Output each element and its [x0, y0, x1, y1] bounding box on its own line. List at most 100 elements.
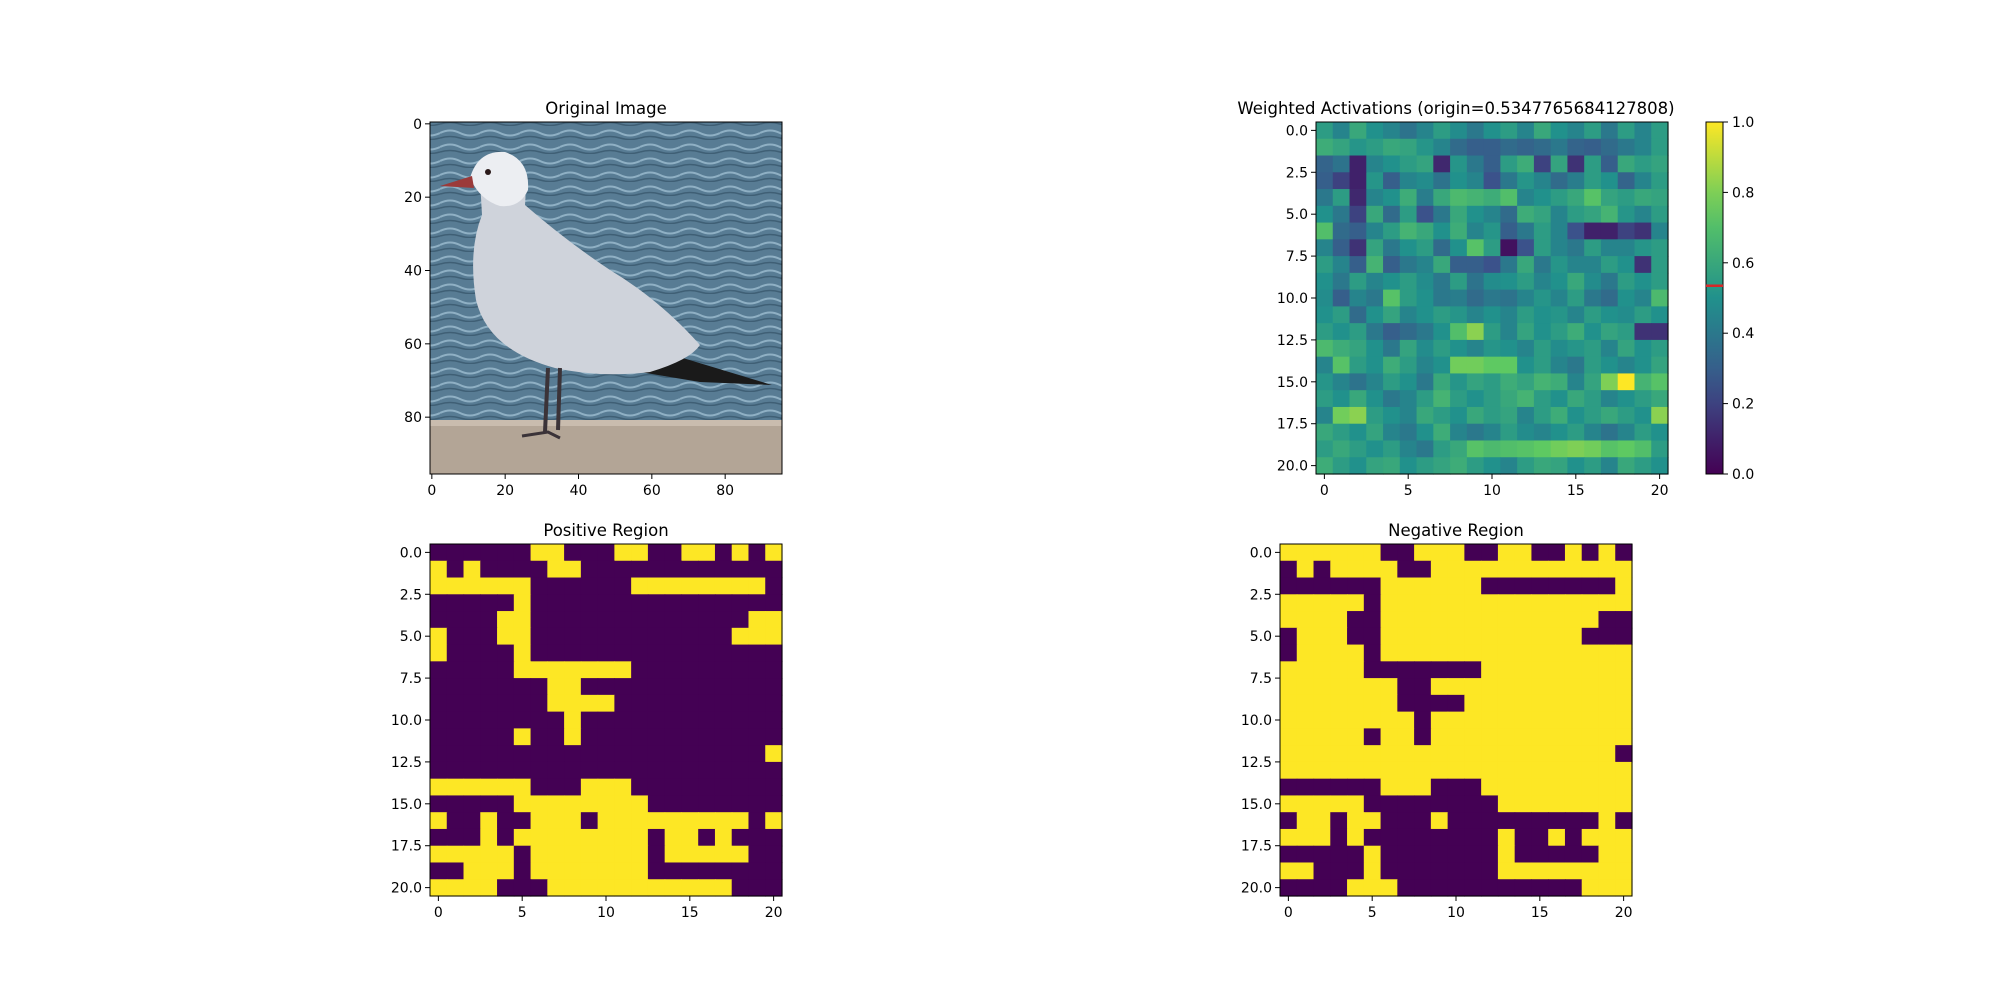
weighted-cell-r13-c0 — [1316, 339, 1334, 358]
title-negative-region: Negative Region — [1388, 521, 1524, 540]
negative-cell-r14-c17 — [1564, 778, 1583, 797]
negative-cell-r14-c20 — [1615, 778, 1633, 797]
negative-cell-r16-c14 — [1514, 812, 1533, 830]
weighted-cell-r17-c19 — [1634, 406, 1652, 425]
positive-cell-r4-c19 — [748, 611, 766, 629]
negative-cell-r6-c3 — [1330, 644, 1348, 662]
negative-cell-r7-c3 — [1330, 661, 1348, 679]
weighted-cell-r19-c16 — [1584, 440, 1602, 458]
weighted-cell-r7-c15 — [1567, 239, 1585, 257]
negative-cell-r15-c4 — [1347, 795, 1365, 813]
negative-cell-r14-c8 — [1414, 778, 1432, 797]
negative-cell-r11-c2 — [1313, 728, 1331, 746]
negative-cell-r6-c15 — [1531, 644, 1549, 662]
positive-cell-r3-c4 — [497, 594, 515, 612]
positive-cell-r4-c3 — [480, 611, 498, 629]
weighted-cell-r6-c10 — [1483, 222, 1501, 240]
positive-cell-r18-c7 — [547, 845, 565, 864]
weighted-cell-r14-c3 — [1366, 356, 1384, 375]
negative-cell-r2-c1 — [1296, 577, 1315, 595]
negative-cell-r2-c15 — [1531, 577, 1549, 595]
weighted-cell-r6-c2 — [1349, 222, 1367, 240]
weighted-cell-r9-c0 — [1316, 272, 1334, 291]
negative-cell-r17-c3 — [1330, 828, 1348, 847]
negative-cell-r15-c7 — [1397, 795, 1415, 813]
positive-cell-r15-c16 — [698, 795, 716, 813]
positive-cell-r14-c16 — [698, 778, 716, 797]
weighted-cell-r9-c19 — [1634, 272, 1652, 291]
positive-cell-r15-c2 — [463, 795, 481, 813]
negative-cell-r10-c7 — [1397, 711, 1415, 729]
negative-cell-r2-c8 — [1414, 577, 1432, 595]
negative-cell-r15-c2 — [1313, 795, 1331, 813]
weighted-cell-r2-c2 — [1349, 155, 1367, 173]
weighted-cell-r11-c13 — [1533, 306, 1552, 324]
weighted-cell-r9-c15 — [1567, 272, 1585, 291]
negative-cell-r0-c20 — [1615, 544, 1633, 562]
weighted-cell-r14-c6 — [1416, 356, 1434, 375]
weighted-cell-r15-c16 — [1584, 373, 1602, 391]
weighted-cell-r7-c4 — [1383, 239, 1401, 257]
positive-cell-r1-c15 — [681, 560, 699, 579]
weighted-cell-r20-c9 — [1466, 457, 1485, 475]
negative-cell-r14-c9 — [1430, 778, 1449, 797]
positive-cell-r8-c6 — [530, 678, 548, 696]
negative-cell-r18-c0 — [1280, 845, 1298, 864]
weighted-cell-r3-c9 — [1466, 172, 1485, 190]
negative-cell-r10-c19 — [1598, 711, 1616, 729]
negative-cell-r9-c0 — [1280, 694, 1298, 713]
negative-cell-r10-c11 — [1464, 711, 1482, 729]
weighted-cell-r8-c10 — [1483, 256, 1501, 274]
positive-cell-r7-c8 — [564, 661, 582, 679]
x-tick-label: 10 — [597, 905, 615, 921]
negative-cell-r2-c0 — [1280, 577, 1298, 595]
positive-cell-r16-c7 — [547, 812, 565, 830]
y-tick-label: 5.0 — [1286, 207, 1308, 223]
weighted-cell-r6-c6 — [1416, 222, 1434, 240]
negative-cell-r19-c12 — [1481, 862, 1499, 880]
negative-cell-r5-c10 — [1447, 627, 1465, 646]
negative-cell-r16-c13 — [1497, 812, 1516, 830]
negative-cell-r13-c10 — [1447, 761, 1465, 780]
positive-cell-r5-c2 — [463, 627, 481, 646]
positive-cell-r18-c0 — [430, 845, 448, 864]
positive-cell-r0-c13 — [647, 544, 666, 562]
negative-cell-r3-c14 — [1514, 594, 1533, 612]
weighted-cell-r12-c7 — [1433, 323, 1451, 341]
negative-cell-r19-c8 — [1414, 862, 1432, 880]
weighted-cell-r17-c6 — [1416, 406, 1434, 425]
weighted-cell-r1-c6 — [1416, 138, 1434, 157]
negative-cell-r12-c12 — [1481, 745, 1499, 763]
positive-cell-r12-c8 — [564, 745, 582, 763]
positive-cell-r7-c3 — [480, 661, 498, 679]
weighted-cell-r17-c13 — [1533, 406, 1552, 425]
negative-cell-r12-c10 — [1447, 745, 1465, 763]
negative-cell-r12-c3 — [1330, 745, 1348, 763]
positive-cell-r7-c18 — [731, 661, 750, 679]
positive-cell-r6-c7 — [547, 644, 565, 662]
positive-cell-r0-c16 — [698, 544, 716, 562]
negative-cell-r11-c12 — [1481, 728, 1499, 746]
weighted-cell-r5-c0 — [1316, 205, 1334, 224]
positive-cell-r17-c11 — [614, 828, 632, 847]
weighted-cell-r11-c11 — [1500, 306, 1518, 324]
positive-cell-r0-c20 — [765, 544, 783, 562]
weighted-cell-r11-c3 — [1366, 306, 1384, 324]
weighted-cell-r11-c12 — [1517, 306, 1535, 324]
negative-cell-r3-c1 — [1296, 594, 1315, 612]
negative-cell-r14-c16 — [1548, 778, 1566, 797]
weighted-cell-r9-c8 — [1450, 272, 1468, 291]
positive-cell-r4-c6 — [530, 611, 548, 629]
positive-cell-r10-c2 — [463, 711, 481, 729]
negative-cell-r3-c7 — [1397, 594, 1415, 612]
weighted-cell-r15-c2 — [1349, 373, 1367, 391]
weighted-cell-r2-c1 — [1332, 155, 1351, 173]
colorbar-tick-label: 0.8 — [1732, 185, 1754, 201]
positive-cell-r18-c20 — [765, 845, 783, 864]
positive-cell-r14-c5 — [513, 778, 532, 797]
positive-cell-r4-c12 — [631, 611, 649, 629]
positive-cell-r19-c17 — [714, 862, 733, 880]
negative-cell-r0-c14 — [1514, 544, 1533, 562]
weighted-cell-r1-c7 — [1433, 138, 1451, 157]
weighted-cell-r0-c16 — [1584, 122, 1602, 140]
